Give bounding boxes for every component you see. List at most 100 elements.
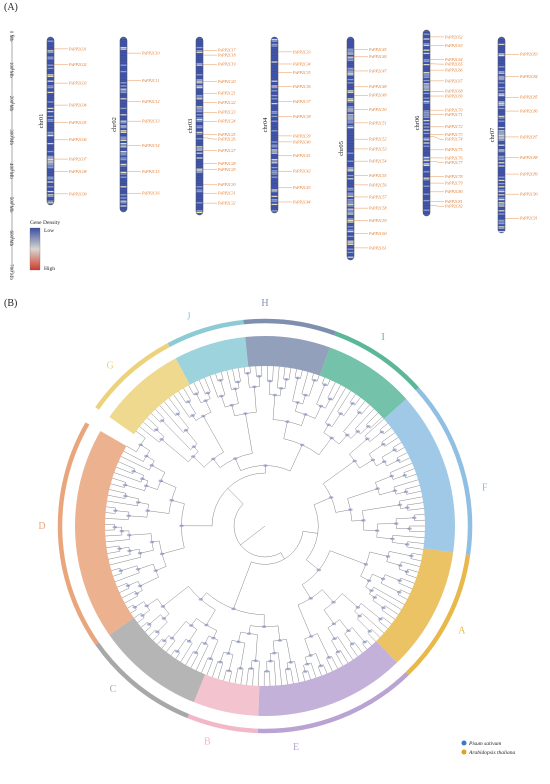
density-band [423, 121, 430, 123]
density-band [423, 59, 430, 61]
density-band [347, 125, 354, 127]
tree-branch [396, 517, 415, 519]
tree-branch [311, 373, 314, 380]
clade-label-J: J [187, 311, 191, 322]
tree-branch [238, 632, 241, 642]
density-band [120, 208, 127, 210]
density-band [423, 94, 430, 96]
tree-branch [149, 614, 161, 625]
density-band [120, 186, 127, 188]
density-band [47, 122, 54, 124]
density-band [271, 59, 278, 61]
density-band [498, 135, 505, 137]
bootstrap-marker [404, 570, 410, 573]
density-band [271, 114, 278, 116]
axis-tick-label: 700 Mb [8, 264, 13, 280]
density-band [271, 93, 278, 95]
density-band [423, 145, 430, 147]
bootstrap-marker [404, 543, 410, 546]
density-band [196, 154, 203, 156]
tree-branch [400, 589, 410, 595]
density-band [271, 88, 278, 90]
tree-branch [161, 439, 189, 462]
density-band [47, 163, 54, 165]
density-band [271, 72, 278, 74]
tree-branch [356, 618, 370, 632]
density-band [498, 48, 505, 50]
density-band [196, 47, 203, 49]
tree-branch [217, 662, 224, 679]
density-band [120, 66, 127, 68]
density-band [347, 136, 354, 138]
bootstrap-marker [284, 377, 289, 381]
density-band [120, 43, 127, 45]
density-band [347, 69, 354, 71]
tree-branch [120, 565, 137, 571]
tree-branch [147, 510, 169, 514]
density-band [196, 149, 203, 151]
tree-branch [294, 369, 297, 378]
tree-branch [246, 668, 249, 685]
density-band [347, 101, 354, 103]
density-band [423, 76, 430, 78]
density-band [423, 152, 430, 154]
density-band [47, 144, 54, 146]
tree-branch [407, 541, 425, 544]
density-band [47, 152, 54, 154]
density-band [347, 143, 354, 145]
chromosome-chr01: chr01 PsPP2C01 PsPP2C02 PsPP2C03 PsPP2C04 PsP… [38, 36, 88, 206]
density-band [498, 221, 505, 223]
density-band [347, 223, 354, 225]
density-band [498, 128, 505, 130]
density-band [498, 197, 505, 199]
bootstrap-marker [398, 564, 403, 567]
density-band [423, 131, 430, 133]
tree-branch [351, 520, 364, 522]
density-band [271, 139, 278, 141]
bootstrap-marker [318, 664, 323, 668]
gene-label: PsPP2C47 [368, 68, 388, 73]
density-band [498, 186, 505, 188]
clade-label-G: G [106, 361, 113, 372]
bootstrap-marker [145, 509, 150, 513]
density-band [196, 50, 203, 52]
density-band [196, 117, 203, 119]
gene-label: PsPP2C49 [368, 93, 387, 98]
density-band [423, 36, 430, 38]
density-band [347, 120, 354, 122]
density-band [498, 215, 505, 217]
density-band [47, 45, 54, 47]
tree-branch [106, 500, 138, 507]
tree-branch [237, 381, 240, 389]
density-band [423, 60, 430, 62]
density-band [120, 55, 127, 57]
tree-branch [192, 415, 197, 421]
density-band [271, 200, 278, 202]
density-band [120, 50, 127, 52]
density-band [120, 96, 127, 98]
clade-label-D: D [38, 521, 45, 532]
tree-branch [226, 370, 232, 390]
density-band [498, 163, 505, 165]
gene-label: PsPP2C16 [141, 191, 160, 196]
density-band [271, 183, 278, 185]
density-band [271, 123, 278, 125]
bootstrap-marker [175, 650, 180, 653]
tree-branch [304, 638, 311, 656]
density-band [423, 206, 430, 208]
panel-b-label: (B) [4, 298, 18, 309]
density-band [423, 200, 430, 202]
chromosome-chr07: chr07 PsPP2C83 PsPP2C84 PsPP2C85 PsPP2C86 PsP… [489, 36, 539, 234]
density-band [498, 43, 505, 45]
tree-branch [235, 458, 241, 471]
gene-label: PsPP2C31 [217, 191, 236, 196]
gene-label: PsPP2C85 [519, 95, 538, 100]
legend-swatch [461, 740, 467, 746]
axis-tick-label: 300 Mb [8, 129, 13, 145]
density-band [120, 63, 127, 65]
density-band [347, 152, 354, 154]
density-band [120, 109, 127, 111]
density-band [347, 221, 354, 223]
density-band [498, 171, 505, 173]
density-band [347, 75, 354, 77]
